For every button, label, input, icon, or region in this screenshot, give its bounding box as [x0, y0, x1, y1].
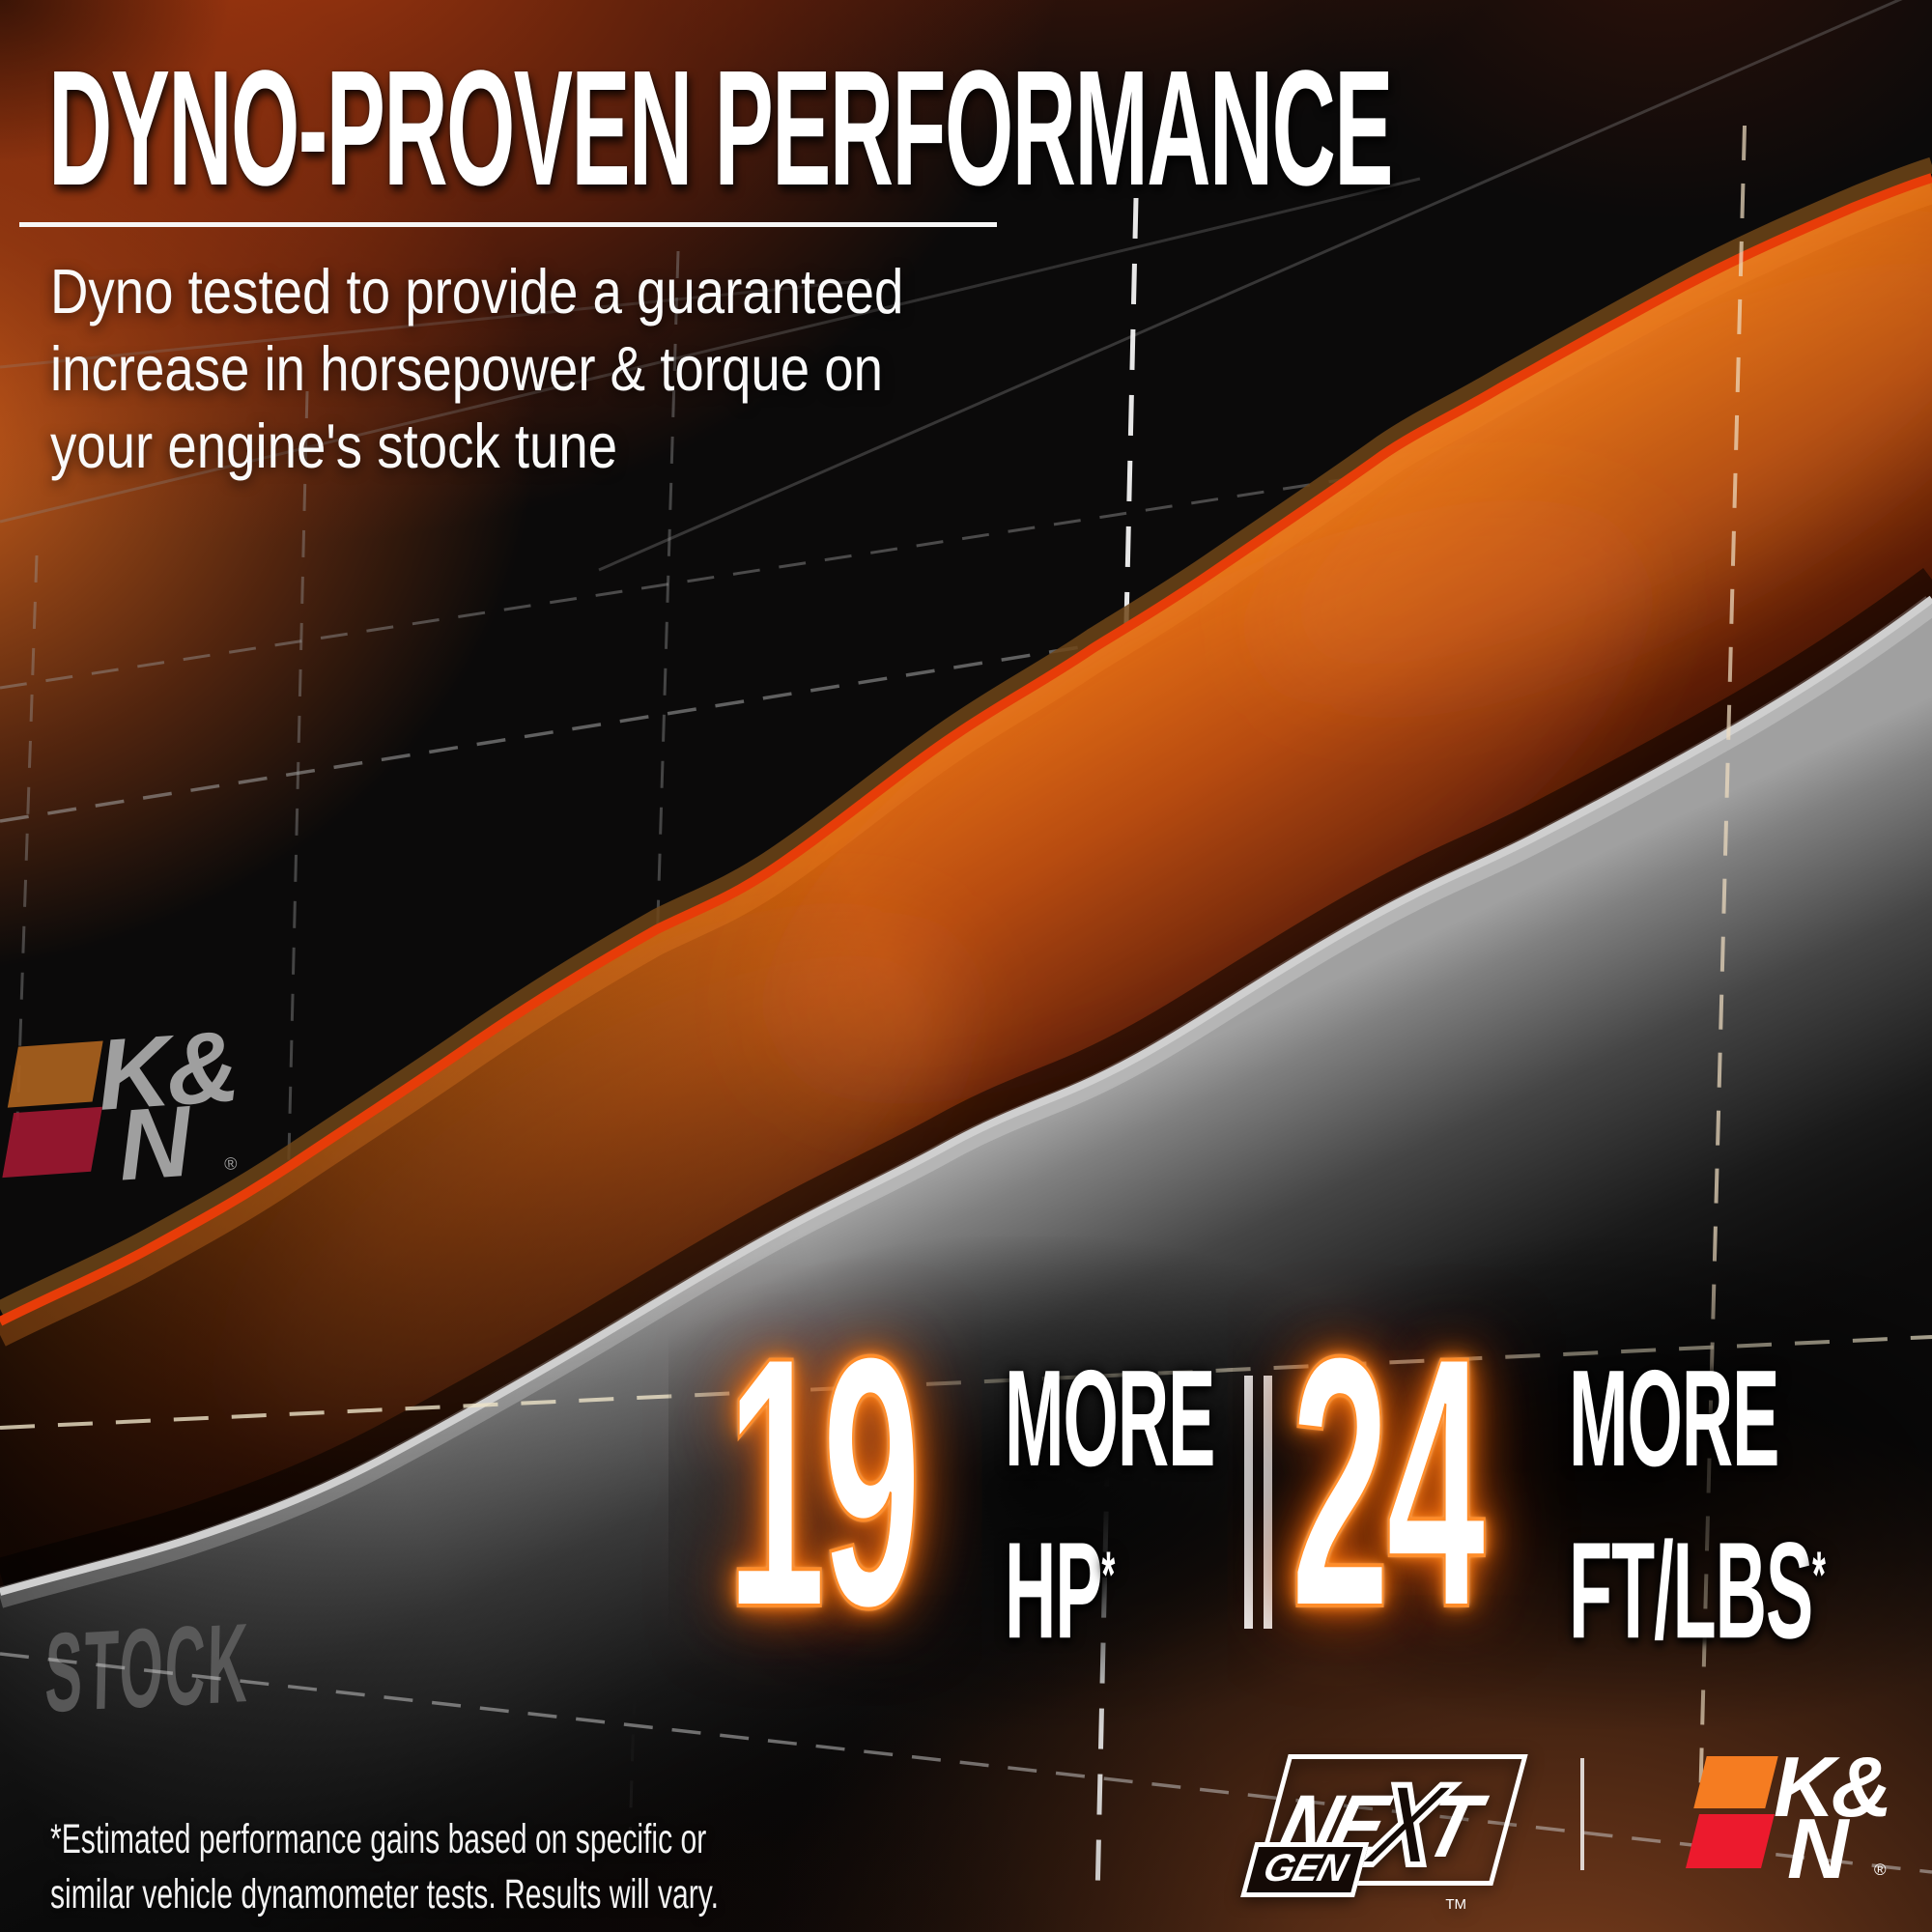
grid-h-dashed: [0, 508, 1932, 823]
kn-logo: K& N ®: [1686, 1739, 1900, 1891]
grid-v-dashed: [15, 554, 39, 1122]
registered-mark: ®: [1874, 1861, 1887, 1879]
disclaimer-text: *Estimated performance gains based on sp…: [50, 1812, 719, 1922]
stat-horsepower: 19 MORE HP*: [668, 1236, 1466, 1729]
logo-divider: [1580, 1758, 1584, 1870]
page-title: DYNO-PROVEN PERFORMANCE: [48, 37, 1393, 220]
kn-logo-orange-shape: [7, 1040, 103, 1108]
stat-torque-unit: FT/LBS*: [1569, 1514, 1826, 1668]
next-gen-sub: GEN: [1240, 1842, 1370, 1897]
footnote-asterisk: *: [1101, 1538, 1116, 1611]
kn-logo-red-shape: [1686, 1814, 1775, 1868]
description-line: Dyno tested to provide a guaranteed: [50, 256, 904, 327]
disclaimer-line: *Estimated performance gains based on sp…: [50, 1816, 707, 1862]
grid-fan-line: [0, 177, 1421, 524]
disclaimer-line: similar vehicle dynamometer tests. Resul…: [50, 1871, 719, 1918]
next-gen-logo: NEXT GEN TM: [1240, 1750, 1528, 1915]
kn-logo-orange-shape: [1693, 1756, 1778, 1808]
grid-h-dashed-low: [0, 1652, 1932, 1874]
stat-hp-value: 19: [725, 1283, 923, 1682]
description-line: your engine's stock tune: [50, 411, 618, 481]
stat-torque: 24 MORE FT/LBS*: [1232, 1236, 1932, 1729]
stat-hp-unit: HP*: [1005, 1514, 1116, 1668]
kn-watermark-logo: K& N ®: [0, 1010, 252, 1203]
title-underline: [19, 222, 997, 227]
stock-curve-label: STOCK: [44, 1601, 251, 1736]
kn-logo-text-bottom: N: [114, 1085, 191, 1203]
kn-logo-text-bottom: N: [1787, 1801, 1849, 1896]
grid-h-dashed-cream: [0, 1335, 1932, 1430]
kn-logo-text-top: K&: [1774, 1739, 1892, 1834]
stat-torque-qualifier: MORE: [1569, 1342, 1779, 1495]
kn-logo-red-shape: [2, 1106, 102, 1179]
stat-hp-qualifier: MORE: [1005, 1342, 1215, 1495]
description-text: Dyno tested to provide a guaranteed incr…: [50, 253, 903, 485]
grid-fan-line: [0, 278, 870, 369]
trademark-mark: TM: [1445, 1896, 1466, 1913]
description-line: increase in horsepower & torque on: [50, 333, 883, 404]
stat-torque-value: 24: [1290, 1283, 1487, 1682]
registered-mark: ®: [223, 1153, 239, 1175]
grid-fan-line: [598, 0, 1903, 572]
footnote-asterisk: *: [1812, 1538, 1826, 1611]
